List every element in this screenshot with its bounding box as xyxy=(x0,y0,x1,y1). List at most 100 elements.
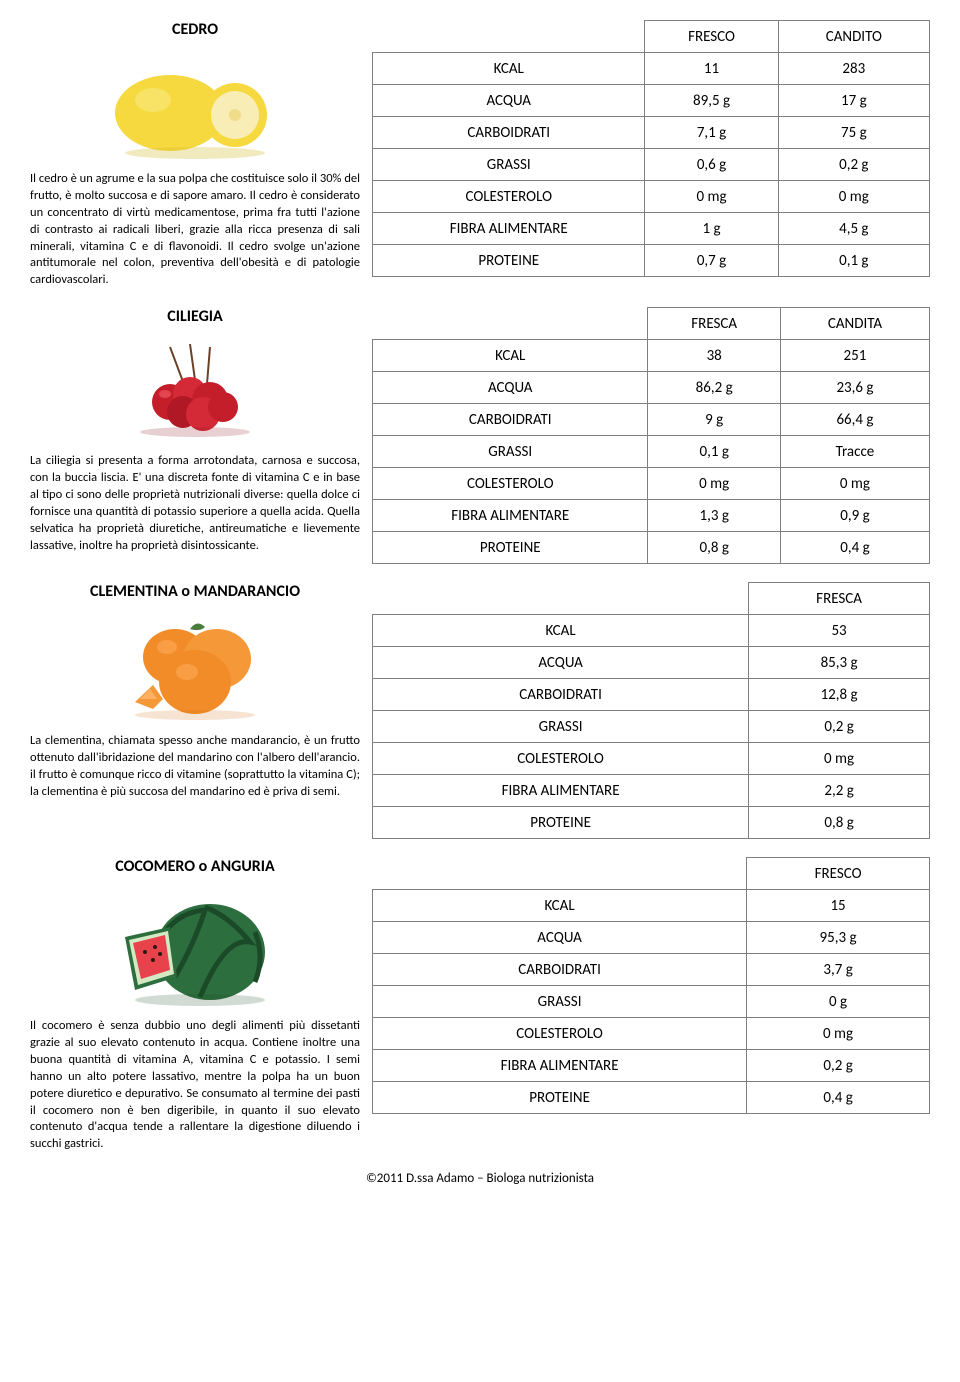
cell: 0,1 g xyxy=(778,245,929,277)
row-label: GRASSI xyxy=(373,986,747,1018)
cell: 0,6 g xyxy=(645,149,778,181)
cell: 1 g xyxy=(645,213,778,245)
row-label: COLESTEROLO xyxy=(373,468,648,500)
ciliegia-image xyxy=(30,332,360,447)
row-label: CARBOIDRATI xyxy=(373,679,749,711)
fruit-description: La clementina, chiamata spesso anche man… xyxy=(30,733,360,801)
cell: 0,1 g xyxy=(648,436,780,468)
left-column: CILIEGIA La ciliegia si presenta a forma… xyxy=(30,307,360,564)
cell: 0 mg xyxy=(749,743,930,775)
cell: 12,8 g xyxy=(749,679,930,711)
fruit-description: Il cocomero è senza dubbio uno degli ali… xyxy=(30,1018,360,1153)
cell: 3,7 g xyxy=(747,954,930,986)
fruit-section-cocomero: COCOMERO o ANGURIA Il cocomero è senza d… xyxy=(30,857,930,1153)
cell: 283 xyxy=(778,53,929,85)
right-column: FRESCA CANDITA KCAL38251 ACQUA86,2 g23,6… xyxy=(372,307,930,564)
cell: 9 g xyxy=(648,404,780,436)
fruit-title: COCOMERO o ANGURIA xyxy=(30,857,360,876)
fruit-section-ciliegia: CILIEGIA La ciliegia si presenta a forma… xyxy=(30,307,930,564)
col-header: CANDITO xyxy=(778,21,929,53)
right-column: FRESCA KCAL53 ACQUA85,3 g CARBOIDRATI12,… xyxy=(372,582,930,839)
nutrition-table-ciliegia: FRESCA CANDITA KCAL38251 ACQUA86,2 g23,6… xyxy=(372,307,930,564)
cell: 0 mg xyxy=(747,1018,930,1050)
row-label: CARBOIDRATI xyxy=(373,404,648,436)
col-header: FRESCO xyxy=(645,21,778,53)
fruit-section-cedro: CEDRO Il cedro è un agrume e la sua polp… xyxy=(30,20,930,289)
row-label: COLESTEROLO xyxy=(373,743,749,775)
cell: 86,2 g xyxy=(648,372,780,404)
fruit-title: CEDRO xyxy=(30,20,360,39)
cell: 75 g xyxy=(778,117,929,149)
cell: 85,3 g xyxy=(749,647,930,679)
row-label: FIBRA ALIMENTARE xyxy=(373,1050,747,1082)
cell: 11 xyxy=(645,53,778,85)
cell: 2,2 g xyxy=(749,775,930,807)
cell: 251 xyxy=(780,340,929,372)
cedro-image xyxy=(30,45,360,165)
fruit-description: Il cedro è un agrume e la sua polpa che … xyxy=(30,171,360,289)
left-column: CLEMENTINA o MANDARANCIO La clementina, … xyxy=(30,582,360,839)
cell: 0,4 g xyxy=(747,1082,930,1114)
cell: 89,5 g xyxy=(645,85,778,117)
col-header: CANDITA xyxy=(780,308,929,340)
page-footer: ©2011 D.ssa Adamo – Biologa nutrizionist… xyxy=(30,1171,930,1186)
cell: 0 mg xyxy=(778,181,929,213)
row-label: KCAL xyxy=(373,615,749,647)
cell: 0,2 g xyxy=(747,1050,930,1082)
cell: 0,2 g xyxy=(749,711,930,743)
row-label: COLESTEROLO xyxy=(373,1018,747,1050)
row-label: FIBRA ALIMENTARE xyxy=(373,500,648,532)
row-label: KCAL xyxy=(373,53,645,85)
row-label: KCAL xyxy=(373,340,648,372)
cell: 0,4 g xyxy=(780,532,929,564)
cell: 0 g xyxy=(747,986,930,1018)
cell: 7,1 g xyxy=(645,117,778,149)
row-label: GRASSI xyxy=(373,436,648,468)
row-label: PROTEINE xyxy=(373,807,749,839)
cell: 0,2 g xyxy=(778,149,929,181)
cell: 4,5 g xyxy=(778,213,929,245)
row-label: ACQUA xyxy=(373,85,645,117)
row-label: PROTEINE xyxy=(373,532,648,564)
fruit-title: CLEMENTINA o MANDARANCIO xyxy=(30,582,360,601)
cell: 38 xyxy=(648,340,780,372)
cell: 0 mg xyxy=(780,468,929,500)
nutrition-table-cedro: FRESCO CANDITO KCAL11283 ACQUA89,5 g17 g… xyxy=(372,20,930,277)
cell: 1,3 g xyxy=(648,500,780,532)
cell: 0,9 g xyxy=(780,500,929,532)
cell: 95,3 g xyxy=(747,922,930,954)
col-header: FRESCA xyxy=(749,583,930,615)
row-label: GRASSI xyxy=(373,149,645,181)
cell: 23,6 g xyxy=(780,372,929,404)
row-label: FIBRA ALIMENTARE xyxy=(373,775,749,807)
col-header: FRESCO xyxy=(747,858,930,890)
fruit-section-clementina: CLEMENTINA o MANDARANCIO La clementina, … xyxy=(30,582,930,839)
nutrition-table-cocomero: FRESCO KCAL15 ACQUA95,3 g CARBOIDRATI3,7… xyxy=(372,857,930,1114)
cell: 0 mg xyxy=(648,468,780,500)
row-label: KCAL xyxy=(373,890,747,922)
cell: 0 mg xyxy=(645,181,778,213)
cell: 53 xyxy=(749,615,930,647)
cocomero-image xyxy=(30,882,360,1012)
col-header: FRESCA xyxy=(648,308,780,340)
cell: 15 xyxy=(747,890,930,922)
row-label: PROTEINE xyxy=(373,1082,747,1114)
row-label: COLESTEROLO xyxy=(373,181,645,213)
row-label: GRASSI xyxy=(373,711,749,743)
row-label: ACQUA xyxy=(373,372,648,404)
cell: 0,8 g xyxy=(749,807,930,839)
row-label: CARBOIDRATI xyxy=(373,117,645,149)
right-column: FRESCO CANDITO KCAL11283 ACQUA89,5 g17 g… xyxy=(372,20,930,289)
left-column: COCOMERO o ANGURIA Il cocomero è senza d… xyxy=(30,857,360,1153)
row-label: FIBRA ALIMENTARE xyxy=(373,213,645,245)
cell: 0,7 g xyxy=(645,245,778,277)
fruit-description: La ciliegia si presenta a forma arrotond… xyxy=(30,453,360,554)
right-column: FRESCO KCAL15 ACQUA95,3 g CARBOIDRATI3,7… xyxy=(372,857,930,1153)
cell: 0,8 g xyxy=(648,532,780,564)
nutrition-table-clementina: FRESCA KCAL53 ACQUA85,3 g CARBOIDRATI12,… xyxy=(372,582,930,839)
cell: 17 g xyxy=(778,85,929,117)
cell: 66,4 g xyxy=(780,404,929,436)
left-column: CEDRO Il cedro è un agrume e la sua polp… xyxy=(30,20,360,289)
row-label: CARBOIDRATI xyxy=(373,954,747,986)
row-label: PROTEINE xyxy=(373,245,645,277)
